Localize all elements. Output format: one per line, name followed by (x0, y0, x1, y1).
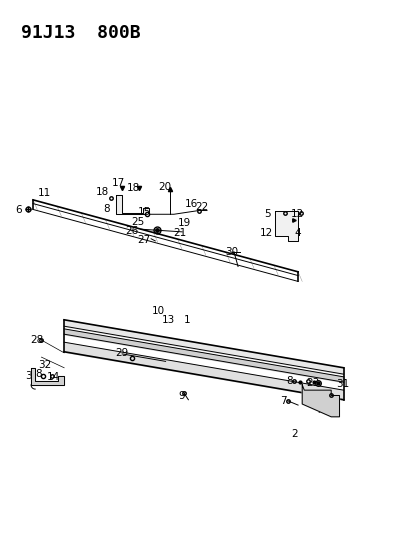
Text: 28: 28 (31, 335, 44, 345)
Text: 7: 7 (280, 396, 286, 406)
Text: 30: 30 (225, 247, 238, 257)
Text: 9: 9 (178, 391, 184, 401)
Text: 8: 8 (286, 376, 292, 385)
Polygon shape (31, 368, 64, 385)
Text: 17: 17 (112, 178, 125, 188)
Text: 32: 32 (38, 360, 51, 369)
Text: 8: 8 (103, 205, 110, 214)
Text: 16: 16 (185, 199, 198, 208)
Polygon shape (275, 211, 297, 241)
Text: 31: 31 (335, 379, 349, 389)
Text: 91J13  800B: 91J13 800B (21, 24, 140, 42)
Text: 4: 4 (293, 228, 300, 238)
Text: 15: 15 (137, 207, 150, 217)
Text: 12: 12 (259, 228, 272, 238)
Polygon shape (301, 385, 339, 417)
Polygon shape (116, 195, 149, 214)
Text: 8: 8 (35, 369, 42, 379)
Text: 29: 29 (115, 349, 128, 358)
Text: 10: 10 (151, 306, 164, 316)
Text: 25: 25 (131, 217, 144, 227)
Text: 2: 2 (291, 430, 297, 439)
Text: 13: 13 (162, 315, 175, 325)
Text: 3: 3 (25, 372, 31, 381)
Text: 14: 14 (47, 373, 60, 382)
Text: 20: 20 (157, 182, 171, 192)
Text: 24: 24 (317, 405, 330, 415)
Text: 19: 19 (177, 219, 190, 228)
Text: 22: 22 (195, 203, 208, 212)
Text: 11: 11 (38, 189, 51, 198)
Text: 18: 18 (95, 187, 109, 197)
Text: 21: 21 (173, 229, 186, 238)
Text: 27: 27 (137, 236, 150, 245)
Text: 5: 5 (263, 209, 270, 219)
Text: 1: 1 (183, 315, 190, 325)
Text: 23: 23 (305, 378, 318, 388)
Text: 18: 18 (127, 183, 140, 192)
Text: 6: 6 (16, 205, 22, 215)
Text: 26: 26 (125, 227, 138, 236)
Text: 12: 12 (290, 209, 303, 219)
